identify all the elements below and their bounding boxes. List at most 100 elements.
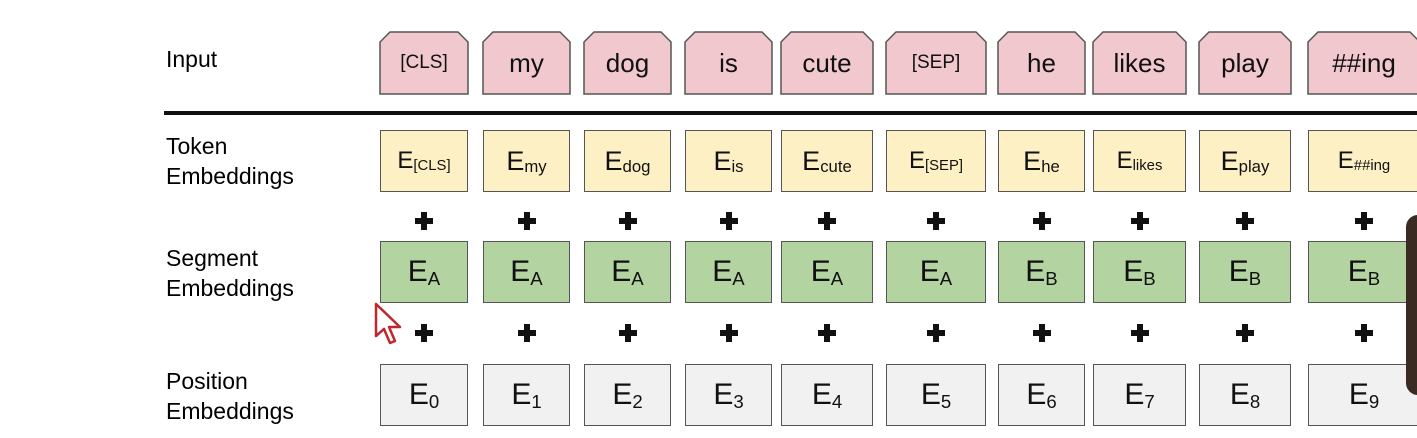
input-token-box: play xyxy=(1199,32,1291,94)
input-token-outline xyxy=(482,31,571,95)
input-token-box: cute xyxy=(781,32,873,94)
segment-embedding-subscript: B xyxy=(1248,267,1262,289)
input-token-outline xyxy=(1198,31,1292,95)
input-token-outline xyxy=(1307,31,1417,95)
token-embedding-box: E ##ing xyxy=(1308,130,1417,192)
plus-icon xyxy=(719,324,738,342)
token-embedding-subscript: play xyxy=(1238,156,1270,176)
position-embedding-subscript: 6 xyxy=(1046,390,1057,412)
segment-embedding-subscript: B xyxy=(1045,267,1058,289)
input-token-box: he xyxy=(998,32,1085,94)
plus-icon xyxy=(1236,324,1254,342)
row-label-input: Input xyxy=(166,46,218,72)
row-label-position-embeddings: Position Embeddings xyxy=(166,368,294,424)
input-token-outline xyxy=(684,31,773,95)
input-token-outline xyxy=(997,31,1086,95)
token-embedding-subscript: likes xyxy=(1132,158,1163,175)
presenter-video-edge xyxy=(1406,215,1417,395)
position-embedding-subscript: 1 xyxy=(531,390,542,412)
plus-icon xyxy=(927,324,945,342)
position-embedding-base: E xyxy=(1124,378,1145,411)
plus-icon xyxy=(1032,212,1051,230)
segment-embedding-subscript: A xyxy=(530,267,543,289)
position-embedding-subscript: 8 xyxy=(1249,390,1261,412)
plus-icon xyxy=(517,324,536,342)
plus-icon xyxy=(618,212,637,230)
position-embedding-subscript: 4 xyxy=(831,390,843,412)
mouse-pointer-icon xyxy=(374,302,402,345)
token-embedding-subscript: cute xyxy=(820,156,852,176)
token-embedding-base: E xyxy=(1337,147,1354,174)
token-embedding-base: E xyxy=(604,145,623,176)
position-embedding-base: E xyxy=(920,378,941,411)
input-token-box: likes xyxy=(1093,32,1186,94)
plus-icon xyxy=(1355,324,1373,342)
plus-icon xyxy=(1130,212,1149,230)
token-embedding-base: E xyxy=(802,145,821,176)
segment-embedding-subscript: A xyxy=(427,267,441,289)
plus-icon xyxy=(1130,324,1149,342)
token-embedding-base: E xyxy=(506,145,525,176)
segment-embedding-base: E xyxy=(919,255,940,288)
segment-embedding-base: E xyxy=(407,255,428,288)
row-label-segment-embeddings: Segment Embeddings xyxy=(166,245,294,301)
token-embedding-base: E xyxy=(713,145,732,176)
segment-embedding-base: E xyxy=(810,255,831,288)
segment-embedding-base: E xyxy=(1347,255,1368,288)
input-token-text: ##ing xyxy=(1332,47,1396,78)
token-embedding-base: E xyxy=(1220,145,1239,176)
position-embedding-base: E xyxy=(1026,378,1047,411)
segment-embedding-subscript: B xyxy=(1143,267,1156,289)
input-token-text: cute xyxy=(802,47,852,78)
segment-embedding-subscript: A xyxy=(830,267,844,289)
token-embedding-box: E [CLS] xyxy=(380,130,468,192)
input-token-box: my xyxy=(483,32,570,94)
token-embedding-base: E xyxy=(1116,147,1133,174)
plus-icon xyxy=(927,212,945,230)
position-embedding-base: E xyxy=(811,378,832,411)
token-embedding-subscript: [CLS] xyxy=(413,158,451,175)
position-embedding-subscript: 5 xyxy=(940,390,952,412)
position-embedding-base: E xyxy=(713,378,734,411)
plus-icon xyxy=(719,212,738,230)
input-token-text: my xyxy=(509,47,544,78)
token-embedding-subscript: ##ing xyxy=(1353,158,1391,175)
input-token-text: [SEP] xyxy=(911,52,961,73)
segment-embedding-subscript: B xyxy=(1367,267,1381,289)
token-embedding-subscript: dog xyxy=(622,156,651,176)
segment-embedding-base: E xyxy=(510,255,531,288)
input-token-box: ##ing xyxy=(1308,32,1417,94)
input-token-outline xyxy=(1092,31,1187,95)
position-embedding-base: E xyxy=(511,378,532,411)
input-token-box: dog xyxy=(584,32,671,94)
token-embedding-subscript: is xyxy=(731,156,744,176)
input-token-text: is xyxy=(719,47,738,78)
plus-icon xyxy=(1236,212,1254,230)
segment-embedding-subscript: A xyxy=(939,267,953,289)
token-embedding-base: E xyxy=(1023,145,1042,176)
input-token-text: he xyxy=(1027,47,1056,78)
plus-icon xyxy=(818,324,836,342)
plus-icon xyxy=(1355,212,1373,230)
